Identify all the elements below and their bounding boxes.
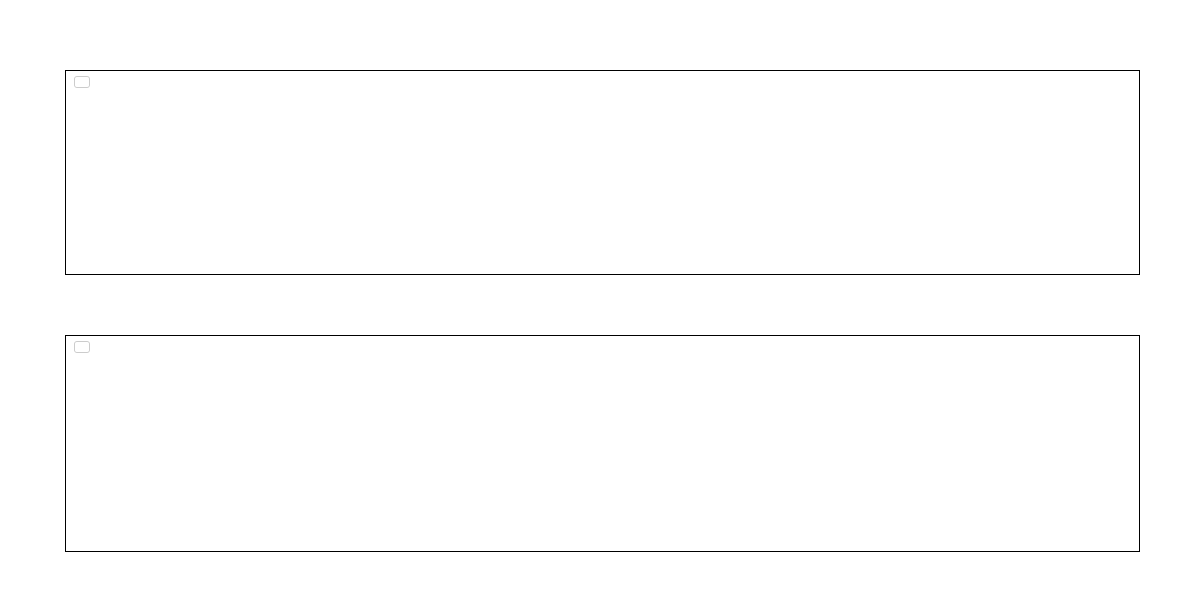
bottom-plot-area <box>65 335 1140 552</box>
top-plot-area <box>65 70 1140 275</box>
bottom-chart-legend <box>74 341 90 353</box>
bottom-chart-panel <box>0 320 1200 600</box>
top-chart-panel <box>65 70 1140 275</box>
top-chart-legend <box>74 76 90 88</box>
